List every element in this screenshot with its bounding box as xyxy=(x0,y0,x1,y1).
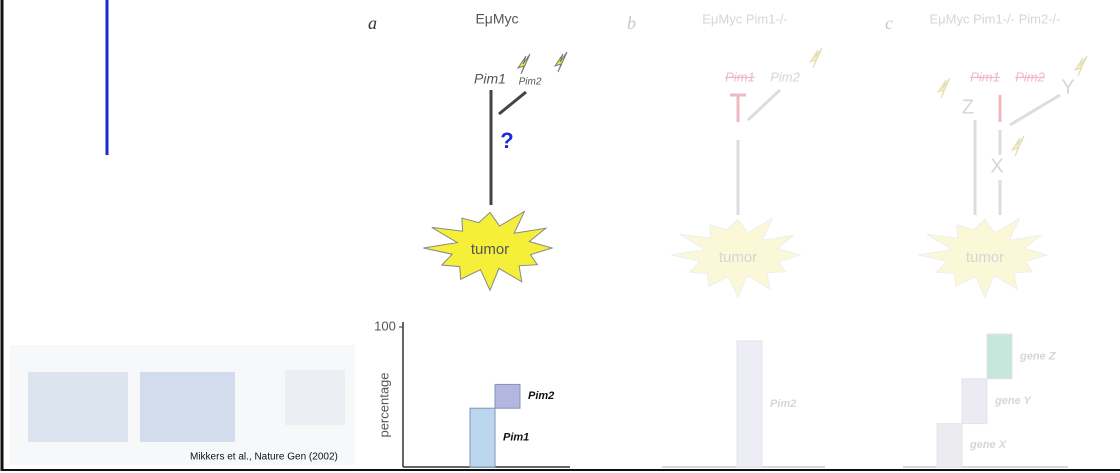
bar-label: Pim1 xyxy=(503,432,529,444)
gene: Pim2 xyxy=(519,77,542,88)
factor: Y xyxy=(1061,76,1074,98)
panel-title: EμMyc xyxy=(475,11,518,27)
arrow xyxy=(1010,95,1060,125)
bar-label: gene Z xyxy=(1019,350,1057,362)
panel-c: c EμMyc Pim1-/- Pim2-/- Pim1 Pim2 Z Y X … xyxy=(885,11,1087,467)
panel-b: b EμMyc Pim1-/- Pim1 Pim2 tumor Pim2 xyxy=(627,11,825,467)
arrow xyxy=(499,92,526,114)
gene: Pim2 xyxy=(770,69,800,84)
lightning xyxy=(518,54,530,74)
bar xyxy=(937,424,962,467)
bar xyxy=(737,341,762,467)
panel-title: EμMyc Pim1-/- xyxy=(702,11,788,26)
bar xyxy=(962,379,987,424)
lightning xyxy=(1075,56,1087,76)
bar-label: gene X xyxy=(969,439,1007,451)
outcome: tumor xyxy=(966,249,1004,266)
gene: Pim1 xyxy=(970,69,1000,84)
arrow xyxy=(748,90,780,120)
factor: Z xyxy=(962,96,974,118)
panel-title: EμMyc Pim1-/- Pim2-/- xyxy=(930,11,1061,26)
bar-label: Pim2 xyxy=(770,398,796,410)
factor: X xyxy=(990,155,1003,177)
gene: Pim2 xyxy=(1015,69,1045,84)
panel-letter: b xyxy=(627,13,636,33)
gene: Pim1 xyxy=(474,71,506,87)
gene: Pim1 xyxy=(725,69,755,84)
question: ? xyxy=(500,128,513,153)
bar xyxy=(495,384,520,408)
lightning xyxy=(1012,136,1024,156)
outcome: tumor xyxy=(719,249,757,266)
lightning xyxy=(555,52,567,72)
axis-label: percentage xyxy=(376,372,391,437)
bar-label: gene Y xyxy=(994,395,1033,407)
slide: Mikkers et al., Nature Gen (2002) a EμMy… xyxy=(0,0,1120,473)
axis-max: 100 xyxy=(374,318,396,333)
panel-a: a EμMyc Pim1 Pim2 ? tumor 100 percentage… xyxy=(368,11,570,467)
bar xyxy=(987,334,1012,379)
lightning xyxy=(938,78,950,98)
lightning xyxy=(810,48,822,68)
panel-letter: c xyxy=(885,13,893,33)
bar-label: Pim2 xyxy=(528,390,554,402)
outcome: tumor xyxy=(471,241,509,258)
bar xyxy=(470,408,495,467)
logos xyxy=(10,345,355,465)
panel-letter: a xyxy=(368,13,377,33)
citation: Mikkers et al., Nature Gen (2002) xyxy=(190,452,338,463)
